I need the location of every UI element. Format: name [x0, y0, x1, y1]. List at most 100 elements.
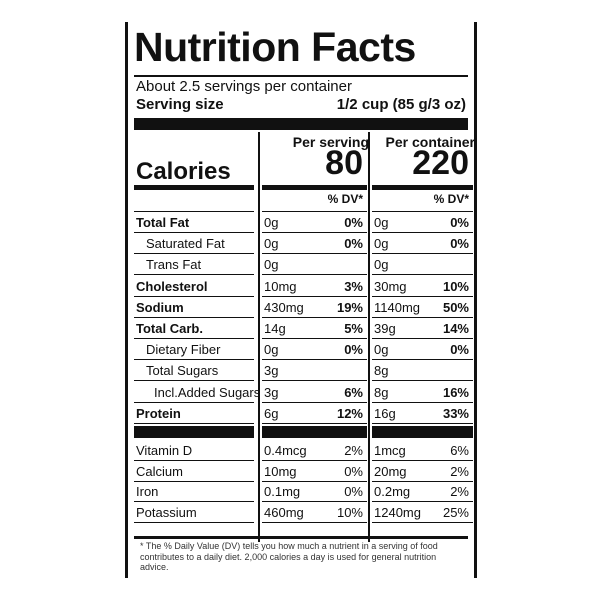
amount: 3g	[264, 384, 279, 400]
row-rule	[262, 316, 367, 318]
row-rule	[262, 253, 367, 255]
nutrient-label: Total Fat	[136, 215, 190, 230]
nutrient-label: Incl.Added Sugars	[154, 384, 261, 400]
daily-value: 5%	[344, 321, 363, 336]
amount: 0g	[264, 257, 279, 273]
row-rule	[134, 422, 254, 424]
rule	[134, 536, 468, 539]
nutrient-label: Total Carb.	[136, 321, 203, 336]
row-rule	[134, 295, 254, 297]
daily-value: 19%	[336, 299, 363, 315]
thick-rule	[262, 426, 367, 438]
row-rule	[372, 274, 473, 276]
row-rule	[134, 232, 254, 233]
amount: 0.1mg	[264, 484, 301, 499]
daily-value: 10%	[336, 504, 363, 520]
daily-value: 0%	[344, 463, 363, 479]
nutrient-label: Trans Fat	[146, 257, 202, 273]
daily-value: 0%	[344, 342, 363, 358]
row-rule	[372, 253, 473, 255]
rule	[262, 185, 367, 190]
row-rule	[262, 338, 367, 339]
thick-rule	[134, 426, 254, 438]
daily-value: 33%	[442, 405, 469, 421]
amount: 1mcg	[374, 443, 406, 458]
row-rule	[134, 274, 254, 276]
dv-header: % DV*	[433, 192, 469, 206]
daily-value: 16%	[442, 384, 469, 400]
calories-value: 220	[412, 144, 469, 182]
divider	[368, 132, 370, 542]
row-rule	[372, 422, 473, 424]
amount: 0g	[374, 257, 389, 273]
row-rule	[134, 316, 254, 318]
row-rule	[134, 380, 254, 382]
row-rule	[134, 338, 254, 339]
row-rule	[372, 211, 473, 212]
row-rule	[262, 295, 367, 297]
nutrient-label: Protein	[136, 405, 181, 421]
row-rule	[134, 211, 254, 212]
amount: 0g	[374, 342, 389, 358]
calories-label: Calories	[136, 158, 231, 185]
daily-value: 0%	[450, 215, 469, 230]
nutrient-label: Iron	[136, 484, 159, 499]
amount: 0g	[264, 236, 279, 252]
daily-value: 0%	[344, 215, 363, 230]
nutrition-label: Nutrition Facts About 2.5 servings per c…	[125, 22, 477, 578]
amount: 10mg	[264, 463, 297, 479]
amount: 430mg	[264, 299, 304, 315]
row-rule	[134, 359, 254, 361]
row-rule	[372, 521, 473, 523]
nutrient-label: Saturated Fat	[146, 236, 225, 252]
amount: 16g	[374, 405, 396, 421]
divider	[258, 132, 260, 542]
daily-value: 2%	[450, 463, 469, 479]
amount: 10mg	[264, 278, 297, 294]
amount: 0g	[264, 215, 279, 230]
row-rule	[262, 274, 367, 276]
amount: 8g	[374, 363, 389, 379]
row-rule	[372, 380, 473, 382]
row-rule	[372, 480, 473, 482]
row-rule	[134, 401, 254, 403]
row-rule	[262, 460, 367, 461]
nutrient-label: Calcium	[136, 463, 183, 479]
row-rule	[372, 359, 473, 361]
daily-value: 25%	[442, 504, 469, 520]
amount: 39g	[374, 321, 396, 336]
amount: 0g	[264, 342, 279, 358]
row-rule	[262, 359, 367, 361]
calories-value: 80	[325, 144, 363, 182]
amount: 0g	[374, 215, 389, 230]
amount: 1140mg	[374, 299, 421, 315]
nutrient-label: Dietary Fiber	[146, 342, 221, 358]
rule	[134, 75, 468, 77]
amount: 30mg	[374, 278, 407, 294]
row-rule	[262, 480, 367, 482]
amount: 460mg	[264, 504, 304, 520]
row-rule	[262, 521, 367, 523]
amount: 8g	[374, 384, 389, 400]
serving-size-value: 1/2 cup (85 g/3 oz)	[336, 96, 466, 113]
daily-value: 0%	[450, 236, 469, 252]
serving-size-label: Serving size	[136, 96, 224, 113]
amount: 3g	[264, 363, 279, 379]
column-header: Per container	[385, 134, 475, 150]
column-header: Per serving	[292, 134, 369, 150]
row-rule	[372, 338, 473, 339]
daily-value: 6%	[344, 384, 363, 400]
rule	[372, 185, 473, 190]
footnote: * The % Daily Value (DV) tells you how m…	[140, 541, 438, 572]
amount: 0.4mcg	[264, 443, 307, 458]
row-rule	[134, 460, 254, 461]
daily-value: 2%	[450, 484, 469, 499]
servings: About 2.5 servings per container	[136, 78, 352, 95]
daily-value: 0%	[344, 484, 363, 499]
row-rule	[134, 253, 254, 255]
daily-value: 0%	[344, 236, 363, 252]
nutrient-label: Sodium	[136, 299, 184, 315]
row-rule	[372, 401, 473, 403]
row-rule	[262, 401, 367, 403]
row-rule	[372, 316, 473, 318]
